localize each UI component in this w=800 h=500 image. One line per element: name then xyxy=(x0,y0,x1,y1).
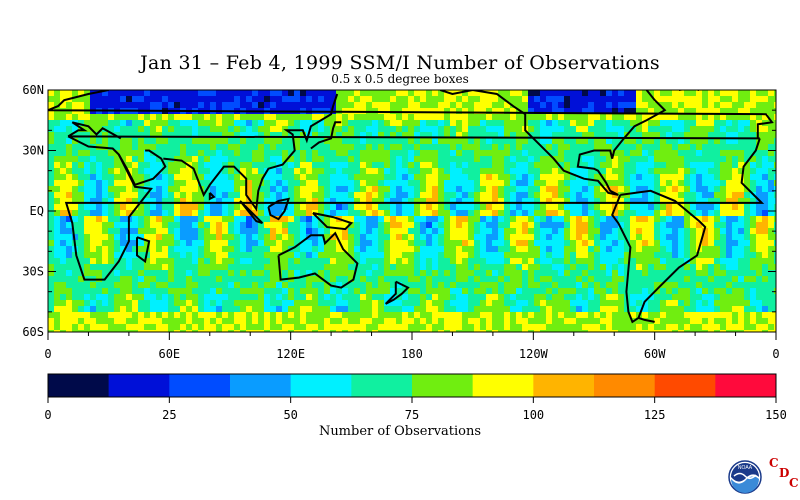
colorbar-tick-label: 75 xyxy=(405,408,419,422)
colorbar-swatch xyxy=(654,374,716,397)
lon-label: 60E xyxy=(158,347,180,361)
colorbar: 0 25 50 75 100 125 150 xyxy=(44,373,787,422)
noaa-logo-icon: NOAA xyxy=(728,460,762,494)
lon-label: 120W xyxy=(519,347,549,361)
coastline-new-guinea xyxy=(312,212,354,231)
lat-label: 60S xyxy=(22,325,44,339)
coastline-antarctic-peninsula xyxy=(638,316,655,323)
lat-label: 30S xyxy=(22,265,44,279)
lon-label: 120E xyxy=(276,347,305,361)
colorbar-swatch xyxy=(594,374,655,397)
coastline-madagascar xyxy=(136,236,151,264)
colorbar-label: Number of Observations xyxy=(318,424,482,439)
colorbar-swatch xyxy=(715,374,777,397)
coastline-sumatra xyxy=(239,200,264,225)
lon-label: 180 xyxy=(401,347,423,361)
coastline-arabia xyxy=(117,149,167,187)
lat-label: 60N xyxy=(22,85,44,97)
coastline-india-sri-lanka xyxy=(208,192,216,201)
cdc-letter-2: D xyxy=(779,466,790,480)
lon-label: 60W xyxy=(644,347,666,361)
cdc-letter-1: C xyxy=(769,456,779,470)
colorbar-swatch xyxy=(48,374,109,397)
colorbar-swatch xyxy=(290,374,352,397)
lat-label: EQ xyxy=(30,204,44,218)
colorbar-tick-label: 50 xyxy=(283,408,297,422)
colorbar-tick-label: 25 xyxy=(162,408,176,422)
coastline-south-america xyxy=(611,189,707,324)
colorbar-swatch xyxy=(533,374,595,397)
cdc-letter-3: C xyxy=(789,476,799,490)
colorbar-swatch xyxy=(412,374,473,397)
coastline-mediterranean xyxy=(67,121,122,140)
coastline-south-asia xyxy=(163,93,339,212)
coastline-new-zealand xyxy=(384,280,410,305)
colorbar-swatch xyxy=(108,374,170,397)
colorbar-swatch xyxy=(472,374,534,397)
colorbar-tick-label: 125 xyxy=(644,408,666,422)
coastline-australia xyxy=(277,231,359,289)
coastline-japan xyxy=(310,121,342,150)
lon-label: 0 xyxy=(772,347,779,361)
coastline-europe xyxy=(48,90,774,139)
lat-label: 30N xyxy=(22,144,44,158)
colorbar-swatch xyxy=(230,374,291,397)
colorbar-tick-label: 150 xyxy=(765,408,787,422)
coastline-borneo xyxy=(267,197,291,221)
observation-map: 60N 30N EQ 30S 60S 0 60E 120E 180 120W 60W 0 xyxy=(22,85,779,361)
lon-label: 0 xyxy=(44,347,51,361)
colorbar-tick-label: 0 xyxy=(44,408,51,422)
colorbar-swatch xyxy=(351,374,413,397)
map-subtitle: 0.5 x 0.5 degree boxes xyxy=(331,72,469,86)
colorbar-tick-label: 100 xyxy=(522,408,544,422)
colorbar-swatch xyxy=(169,374,231,397)
map-title: Jan 31 – Feb 4, 1999 SSM/I Number of Obs… xyxy=(140,52,660,74)
coastline-africa xyxy=(64,135,765,281)
noaa-logo-text: NOAA xyxy=(738,465,753,471)
